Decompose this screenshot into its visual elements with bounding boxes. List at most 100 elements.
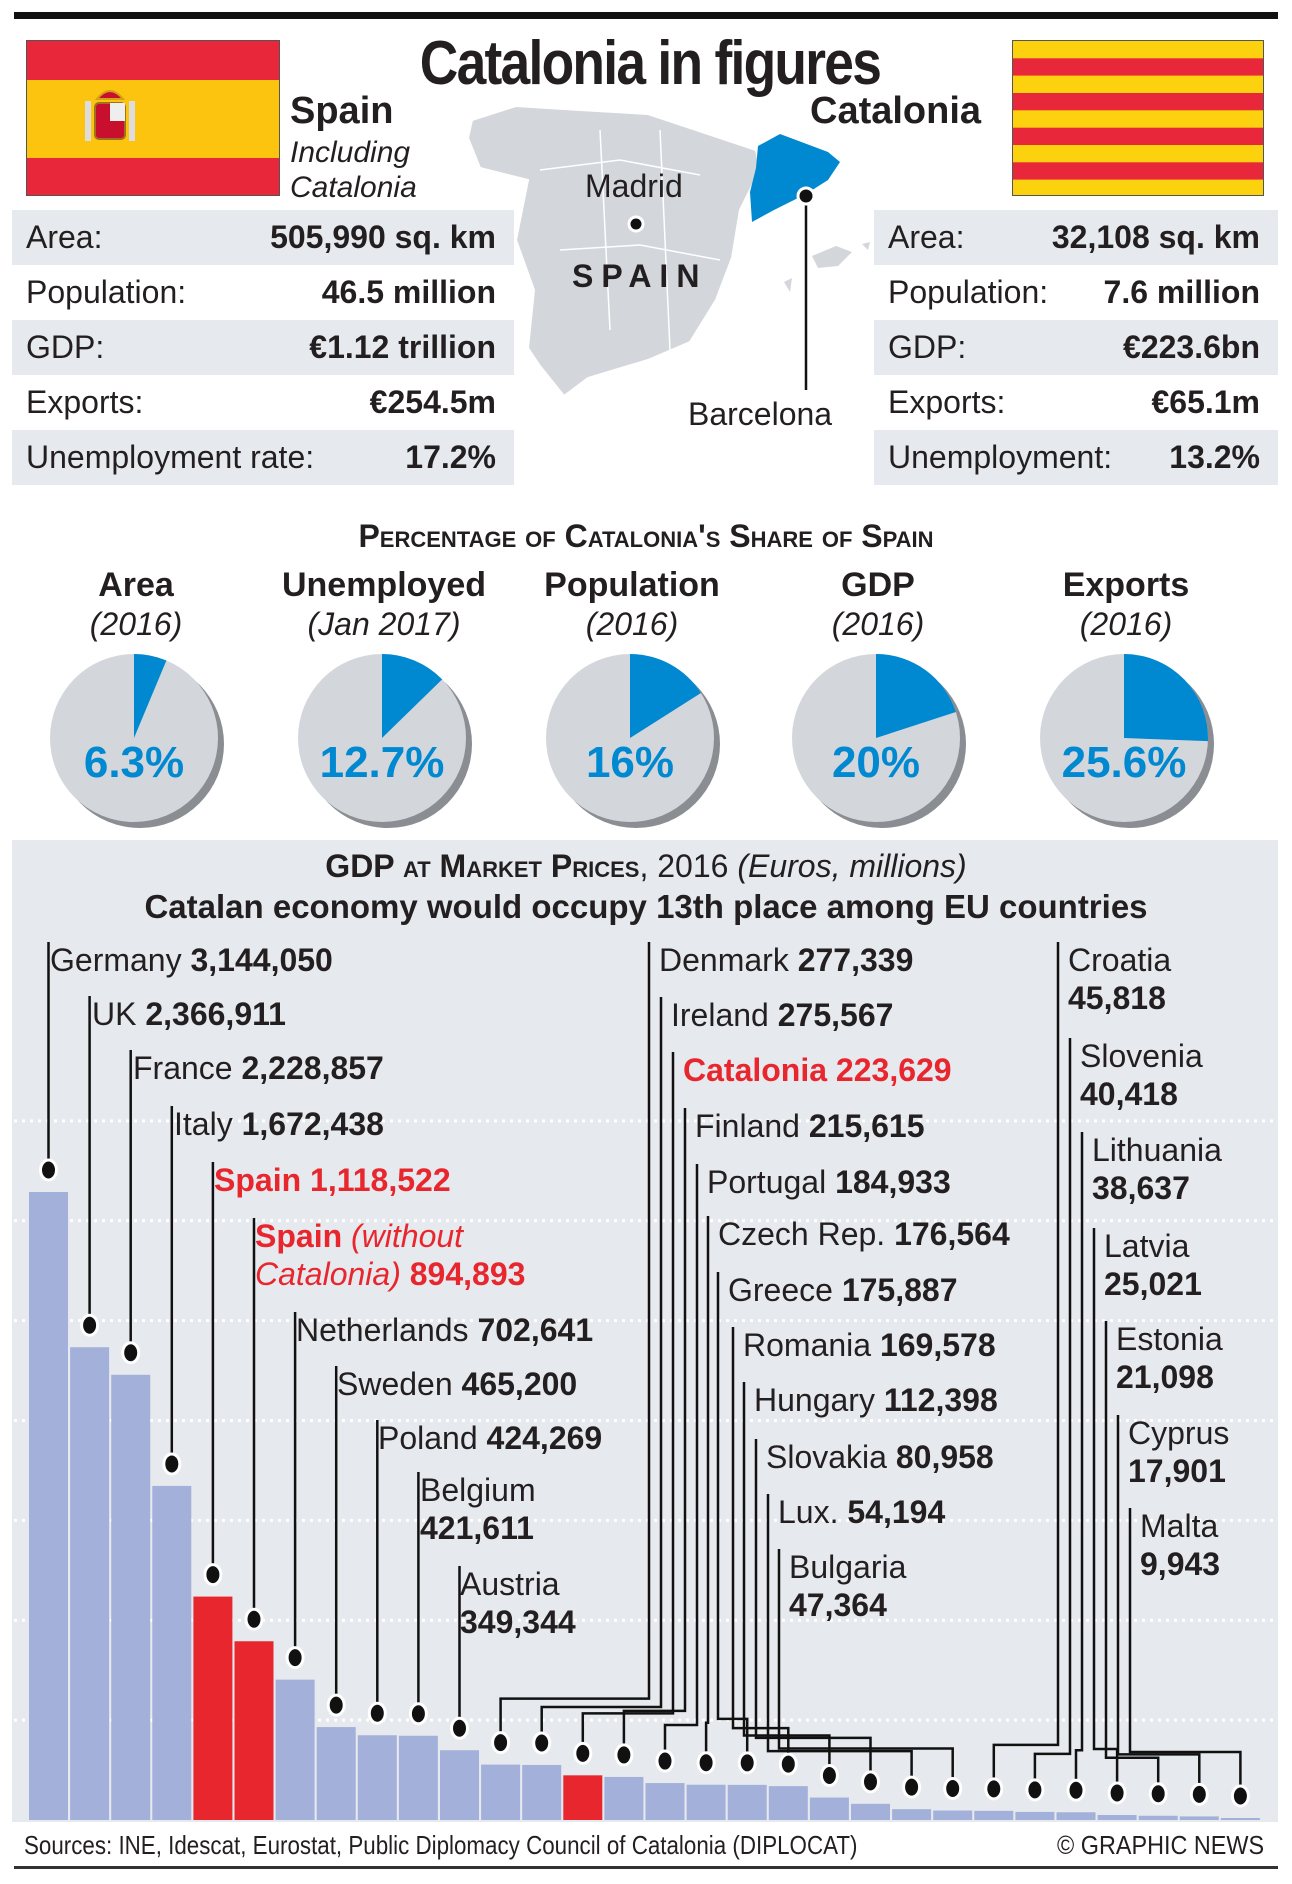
- bar-label-value: 40,418: [1080, 1076, 1178, 1112]
- stat-row-unemployment: Unemployment: 13.2%: [874, 430, 1278, 485]
- stat-value: 17.2%: [405, 439, 496, 475]
- bar-label: Hungary 112,398: [754, 1381, 998, 1419]
- pie-period: (Jan 2017): [307, 606, 461, 642]
- coat-of-arms-icon: [85, 90, 135, 141]
- stat-row-population: Population: 46.5 million: [12, 265, 514, 320]
- bottom-rule: [14, 1866, 1278, 1869]
- pie-title: Exports: [1062, 566, 1190, 604]
- bar-malta: [1220, 1818, 1260, 1820]
- stat-row-area: Area: 32,108 sq. km: [874, 210, 1278, 265]
- leader-dot: [162, 1452, 182, 1476]
- leader-dot: [819, 1764, 839, 1788]
- bar-label-name: Germany: [50, 942, 182, 978]
- leader-dot: [737, 1751, 757, 1775]
- bar-austria: [440, 1750, 479, 1820]
- pie-chart: [792, 654, 966, 828]
- bar-label: Estonia 21,098: [1116, 1320, 1223, 1396]
- bar-label: Cyprus 17,901: [1128, 1414, 1229, 1490]
- pie-catalonia-slice: [134, 654, 167, 738]
- chart-subtitle: Catalan economy would occupy 13th place …: [144, 888, 1148, 925]
- bar-label-name: Poland: [378, 1420, 478, 1456]
- bar-label-name: Greece: [728, 1272, 833, 1308]
- spain-stats-table: Area: 505,990 sq. km Population: 46.5 mill…: [12, 210, 514, 485]
- bar-label: Italy 1,672,438: [174, 1105, 384, 1143]
- leader-dot: [39, 1158, 58, 1182]
- pie-period: (2016): [585, 606, 679, 642]
- bar-label-value: 21,098: [1116, 1359, 1214, 1395]
- stat-label: Population:: [888, 274, 1049, 310]
- leader-line: [1074, 1132, 1084, 1791]
- pie-value-label: 16%: [585, 738, 675, 787]
- bar-denmark: [481, 1764, 521, 1820]
- bar-label-value: 223,629: [835, 1052, 952, 1088]
- stat-value: 505,990 sq. km: [270, 219, 496, 255]
- bar-label-name: Belgium: [420, 1472, 536, 1508]
- stat-row-population: Population: 7.6 million: [874, 265, 1278, 320]
- leader-dot: [902, 1775, 922, 1799]
- leader-dot: [450, 1716, 469, 1740]
- bar-uk: [70, 1347, 110, 1820]
- gdp-bar-chart: [14, 942, 1276, 1820]
- bar-label-value: 894,893: [409, 1256, 526, 1292]
- top-rule: [14, 12, 1278, 19]
- bar-label-name: Czech Rep.: [718, 1216, 886, 1252]
- bar-label-name: Catalonia: [683, 1052, 828, 1088]
- bar-label: Lithuania 38,637: [1092, 1131, 1222, 1207]
- bar-label-name: Slovakia: [766, 1439, 887, 1475]
- stat-label: Area:: [888, 219, 965, 255]
- bar-label: Finland 215,615: [695, 1107, 925, 1145]
- spain-subheading-2: Catalonia: [290, 171, 417, 204]
- leader-line: [540, 997, 663, 1743]
- bar-label: Ireland 275,567: [671, 996, 893, 1034]
- spain-heading: Spain: [290, 90, 394, 132]
- sources-text: Sources: INE, Idescat, Eurostat, Public …: [24, 1830, 858, 1860]
- bar-label-value: 9,943: [1140, 1546, 1221, 1582]
- chart-title-year: , 2016: [639, 848, 738, 884]
- bar-label-value: 424,269: [486, 1420, 603, 1456]
- leader-dot: [532, 1731, 552, 1755]
- pie-catalonia-slice: [382, 654, 443, 738]
- bar-label-name: Ireland: [671, 997, 769, 1033]
- bar-label-value: 2,228,857: [241, 1050, 384, 1086]
- stat-label: Unemployment:: [888, 439, 1113, 475]
- stat-row-unemployment: Unemployment rate: 17.2%: [12, 430, 514, 485]
- bar-label-name: Austria: [460, 1566, 560, 1602]
- spain-subheading-1: Including: [290, 136, 411, 169]
- bar-label-name: Croatia: [1068, 942, 1172, 978]
- stat-value: 32,108 sq. km: [1051, 219, 1260, 255]
- bar-label-value: 215,615: [808, 1108, 925, 1144]
- stat-label: GDP:: [26, 329, 105, 365]
- bar-label: Denmark 277,339: [659, 941, 913, 979]
- leader-line: [754, 1439, 872, 1782]
- bar-label: Netherlands 702,641: [296, 1311, 593, 1349]
- bar-label-name: Cyprus: [1128, 1415, 1230, 1451]
- bar-label-name: Estonia: [1116, 1321, 1223, 1357]
- spain-regions: [539, 129, 721, 351]
- madrid-dot: [627, 215, 645, 233]
- bar-label: Greece 175,887: [728, 1271, 958, 1309]
- leader-line: [1104, 1321, 1160, 1794]
- leader-dot: [861, 1770, 880, 1794]
- bar-spain: [234, 1641, 274, 1820]
- spain-map: [466, 104, 870, 398]
- stat-value: 7.6 million: [1103, 274, 1260, 310]
- leader-dot: [285, 1646, 305, 1670]
- bar-hungary: [809, 1797, 849, 1820]
- bar-label-value: 17,901: [1128, 1453, 1226, 1489]
- pie-title: Population: [544, 566, 720, 604]
- bar-label-value: 184,933: [835, 1164, 951, 1200]
- bar-label: Spain 1,118,522: [214, 1161, 451, 1199]
- bar-latvia: [1097, 1815, 1137, 1820]
- leader-dot: [1230, 1784, 1250, 1808]
- leader-line: [622, 1108, 687, 1755]
- bar-label-name: Portugal: [707, 1164, 827, 1200]
- leader-dot: [326, 1693, 346, 1717]
- catalonia-shape: [750, 134, 840, 222]
- leader-line: [663, 1164, 699, 1762]
- bar-label-value: 2,366,911: [145, 996, 286, 1032]
- bar-germany: [29, 1192, 68, 1820]
- pie-catalonia-slice: [1124, 654, 1208, 742]
- leader-line: [731, 1327, 790, 1765]
- bar-label-name: Bulgaria: [789, 1549, 907, 1585]
- stat-row-exports: Exports: €254.5m: [12, 375, 514, 430]
